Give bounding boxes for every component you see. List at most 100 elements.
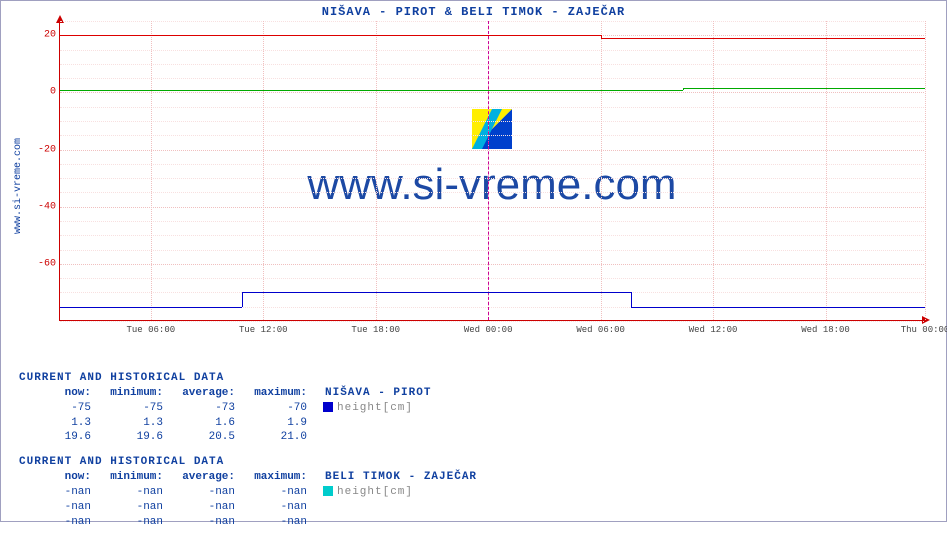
y-tick-label: -20: [34, 144, 56, 155]
gridline-h-minor: [60, 250, 924, 251]
y-axis-label: www.si-vreme.com: [13, 138, 24, 234]
legend-label: height[cm]: [337, 401, 413, 416]
gridline-h: [60, 92, 924, 93]
watermark-icon: [472, 109, 512, 149]
table-cell: 19.6: [91, 430, 163, 445]
y-tick-label: 0: [34, 87, 56, 98]
legend-label: height[cm]: [337, 485, 413, 500]
series-green: [683, 88, 925, 89]
table-cell: -70: [235, 401, 307, 416]
table-cell: 1.3: [19, 416, 91, 431]
x-tick-label: Wed 12:00: [689, 325, 738, 335]
gridline-h-minor: [60, 321, 924, 322]
table-cell: -75: [91, 401, 163, 416]
series-blue-step: [631, 292, 632, 306]
series-blue: [631, 307, 925, 308]
table-cell: -nan: [19, 515, 91, 530]
data-block: CURRENT AND HISTORICAL DATAnow:minimum:a…: [19, 371, 929, 445]
gridline-h-minor: [60, 192, 924, 193]
time-marker: [488, 21, 489, 320]
watermark-text: www.si-vreme.com: [307, 160, 676, 210]
table-cell: -nan: [91, 485, 163, 500]
chart-area: www.si-vreme.com www.si-vreme.com -60-40…: [31, 21, 931, 351]
table-header-cell: average:: [163, 470, 235, 485]
table-cell: 21.0: [235, 430, 307, 445]
table-header-cell: minimum:: [91, 470, 163, 485]
table-cell: 1.9: [235, 416, 307, 431]
table-cell: 20.5: [163, 430, 235, 445]
legend-swatch-icon: [323, 402, 333, 412]
table-title: CURRENT AND HISTORICAL DATA: [19, 371, 929, 386]
station-name: NIŠAVA - PIROT: [325, 386, 431, 401]
table-cell: -nan: [91, 500, 163, 515]
gridline-v: [713, 21, 714, 320]
table-cell: 1.6: [163, 416, 235, 431]
plot-region: www.si-vreme.com -60-40-20020Tue 06:00Tu…: [59, 21, 924, 321]
x-tick-label: Tue 12:00: [239, 325, 288, 335]
table-cell: -nan: [163, 515, 235, 530]
data-tables: CURRENT AND HISTORICAL DATAnow:minimum:a…: [19, 371, 929, 539]
series-blue: [242, 292, 631, 293]
gridline-v: [263, 21, 264, 320]
table-cell: 1.3: [91, 416, 163, 431]
data-block: CURRENT AND HISTORICAL DATAnow:minimum:a…: [19, 455, 929, 529]
table-header-cell: minimum:: [91, 386, 163, 401]
table-header-row: now:minimum:average:maximum: NIŠAVA - PIR…: [19, 386, 929, 401]
series-red: [601, 38, 925, 39]
table-cell: -nan: [163, 485, 235, 500]
series-green: [60, 90, 683, 91]
y-tick-label: -40: [34, 201, 56, 212]
gridline-v: [376, 21, 377, 320]
arrow-right-icon: [922, 316, 930, 324]
table-row: -nan-nan-nan-nan: [19, 515, 929, 530]
gridline-h-minor: [60, 50, 924, 51]
x-tick-label: Wed 06:00: [576, 325, 625, 335]
gridline-v: [151, 21, 152, 320]
gridline-h-minor: [60, 164, 924, 165]
table-header-cell: maximum:: [235, 386, 307, 401]
gridline-h-minor: [60, 235, 924, 236]
series-red-step: [601, 35, 602, 38]
table-header-row: now:minimum:average:maximum: BELI TIMOK -…: [19, 470, 929, 485]
table-header-cell: average:: [163, 386, 235, 401]
table-cell: -75: [19, 401, 91, 416]
table-row: -75-75-73-70height[cm]: [19, 401, 929, 416]
table-title: CURRENT AND HISTORICAL DATA: [19, 455, 929, 470]
x-tick-label: Tue 18:00: [351, 325, 400, 335]
gridline-h-minor: [60, 107, 924, 108]
station-name: BELI TIMOK - ZAJEČAR: [325, 470, 477, 485]
gridline-h-minor: [60, 21, 924, 22]
x-tick-label: Wed 00:00: [464, 325, 513, 335]
table-cell: -nan: [19, 485, 91, 500]
x-tick-label: Tue 06:00: [127, 325, 176, 335]
x-tick-label: Thu 00:00: [901, 325, 947, 335]
gridline-h-minor: [60, 221, 924, 222]
chart-title: NIŠAVA - PIROT & BELI TIMOK - ZAJEČAR: [1, 1, 946, 21]
series-green-step: [683, 88, 684, 89]
table-cell: -nan: [235, 485, 307, 500]
gridline-v: [826, 21, 827, 320]
gridline-h-minor: [60, 78, 924, 79]
series-blue-step: [242, 292, 243, 306]
x-tick-label: Wed 18:00: [801, 325, 850, 335]
y-tick-label: -60: [34, 258, 56, 269]
gridline-v: [601, 21, 602, 320]
gridline-h-minor: [60, 178, 924, 179]
table-row: -nan-nan-nan-nan: [19, 500, 929, 515]
series-red: [60, 35, 601, 36]
gridline-h: [60, 150, 924, 151]
table-row: -nan-nan-nan-nanheight[cm]: [19, 485, 929, 500]
series-blue: [60, 307, 242, 308]
table-header-cell: maximum:: [235, 470, 307, 485]
table-cell: 19.6: [19, 430, 91, 445]
gridline-h: [60, 264, 924, 265]
table-cell: -nan: [91, 515, 163, 530]
table-header-cell: now:: [19, 470, 91, 485]
table-cell: -nan: [235, 500, 307, 515]
table-cell: -nan: [235, 515, 307, 530]
gridline-v: [925, 21, 926, 320]
y-tick-label: 20: [34, 30, 56, 41]
legend-swatch-icon: [323, 486, 333, 496]
gridline-h-minor: [60, 278, 924, 279]
table-header-cell: now:: [19, 386, 91, 401]
